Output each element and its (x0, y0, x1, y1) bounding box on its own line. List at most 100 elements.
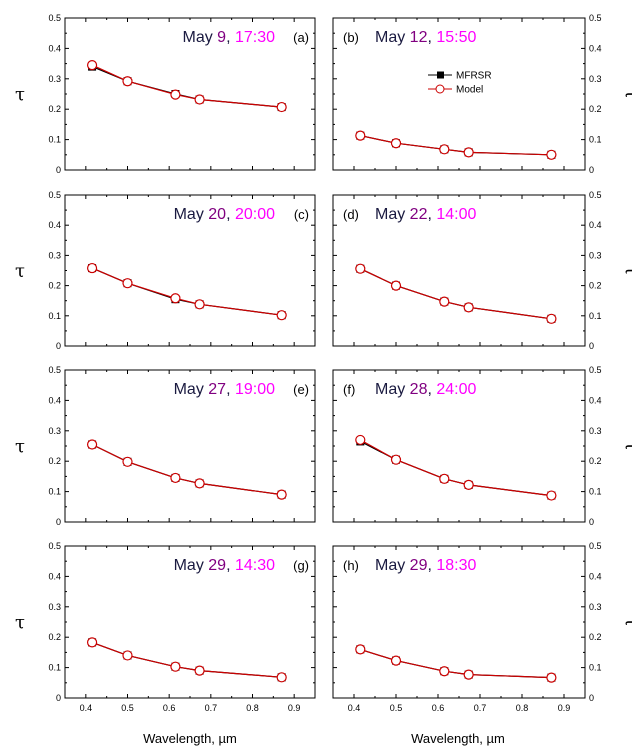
y-axis-label: τ (621, 441, 632, 451)
title-day: 9 (217, 29, 226, 46)
point-model (276, 310, 287, 321)
point-model (194, 478, 205, 489)
title-time: 15:50 (436, 29, 476, 46)
y-tick-label: 0.4 (589, 220, 602, 230)
y-tick-label: 0.2 (48, 104, 61, 114)
point-model (546, 490, 557, 501)
point-model (355, 130, 366, 141)
panel-letter: (d) (343, 207, 359, 222)
series-line-model (91, 64, 282, 108)
y-tick-label: 0 (589, 517, 594, 527)
y-tick-label: 0.2 (589, 281, 602, 291)
title-day: 27 (208, 381, 226, 398)
panel-h: 0 0.1 0.2 0.3 0.4 0.5 0.4 0.5 0.6 0.7 0.8 0.9 τ (h) Ma… (332, 541, 632, 713)
panel-letter: (f) (343, 382, 355, 397)
y-tick-label: 0.3 (589, 602, 602, 612)
x-tick-label: 0.5 (121, 703, 134, 713)
y-axis-label: τ (15, 84, 25, 105)
title-sep: , (226, 206, 235, 223)
y-tick-label: 0.1 (48, 135, 61, 145)
y-tick-label: 0.3 (48, 426, 61, 436)
title-day: 20 (208, 206, 226, 223)
title-sep: , (427, 557, 436, 574)
point-model (439, 296, 450, 307)
point-model (122, 76, 133, 87)
title-month: May (375, 557, 410, 574)
y-tick-label: 0.5 (589, 365, 602, 375)
point-model (439, 473, 450, 484)
title-month: May (174, 557, 209, 574)
panel-a: 0 0.1 0.2 0.3 0.4 0.5 τ May 9, 17:30 (a) (15, 13, 316, 175)
y-tick-label: 0.5 (48, 190, 61, 200)
point-model (86, 262, 98, 274)
point-model (463, 479, 474, 491)
title-sep: , (226, 381, 235, 398)
title-day: 29 (410, 557, 428, 574)
x-tick-label: 0.6 (432, 703, 445, 713)
y-tick-label: 0.2 (589, 104, 602, 114)
y-tick-label: 0.3 (48, 250, 61, 260)
y-tick-label: 0.4 (48, 220, 61, 230)
panel-letter: (c) (294, 207, 309, 222)
panel-letter: (a) (293, 30, 309, 45)
series-line-mfrsr (91, 66, 282, 108)
y-tick-label: 0.1 (589, 311, 602, 321)
title-day: 12 (410, 29, 428, 46)
series-line-model (360, 268, 552, 320)
panel-title: May 22, 14:00 (375, 206, 477, 223)
point-model (86, 637, 98, 648)
y-tick-label: 0.2 (589, 632, 602, 642)
x-tick-label: 0.8 (516, 703, 529, 713)
point-model (276, 489, 287, 500)
point-model (355, 644, 366, 655)
point-model (170, 661, 181, 672)
series-line-mfrsr (91, 443, 282, 496)
y-tick-label: 0.3 (48, 74, 61, 84)
title-time: 18:30 (436, 557, 476, 574)
y-tick-label: 0.1 (48, 311, 61, 321)
y-tick-label: 0.3 (48, 602, 61, 612)
series-line-mfrsr (360, 440, 552, 497)
point-model (439, 144, 450, 155)
y-tick-label: 0.2 (589, 456, 602, 466)
y-tick-label: 0.5 (48, 365, 61, 375)
title-time: 14:00 (436, 206, 476, 223)
x-tick-label: 0.4 (348, 703, 361, 713)
title-month: May (375, 206, 410, 223)
title-time: 17:30 (235, 29, 275, 46)
point-model (122, 650, 133, 661)
point-model (463, 147, 474, 158)
y-tick-label: 0.5 (48, 13, 61, 23)
legend-marker-model (435, 84, 445, 94)
x-tick-label: 0.6 (163, 703, 176, 713)
y-axis-label: τ (15, 612, 25, 633)
panel-title: May 29, 14:30 (174, 557, 276, 574)
y-tick-label: 0 (589, 341, 594, 351)
point-model (194, 299, 205, 310)
y-tick-label: 0.4 (589, 571, 602, 581)
y-tick-label: 0.2 (48, 281, 61, 291)
point-model (122, 456, 133, 467)
point-model (355, 434, 366, 446)
y-tick-label: 0 (589, 165, 594, 175)
point-model (122, 278, 133, 289)
y-tick-label: 0.1 (589, 663, 602, 673)
point-model (546, 313, 557, 324)
title-day: 28 (410, 381, 428, 398)
y-tick-label: 0 (56, 341, 61, 351)
legend-marker-mfrsr (437, 71, 444, 79)
title-month: May (182, 29, 217, 46)
y-tick-label: 0.4 (589, 43, 602, 53)
panel-title: May 20, 20:00 (174, 206, 276, 223)
point-model (170, 293, 181, 304)
panel-title: May 28, 24:00 (375, 381, 477, 398)
panel-letter: (e) (293, 382, 309, 397)
x-tick-label: 0.4 (80, 703, 93, 713)
title-sep: , (226, 29, 235, 46)
panel-d: 0 0.1 0.2 0.3 0.4 0.5 τ (d) May 22, 14:00 (332, 190, 632, 351)
title-sep: , (427, 206, 436, 223)
point-model (546, 149, 557, 160)
y-tick-label: 0.1 (48, 487, 61, 497)
x-tick-label: 0.7 (205, 703, 218, 713)
